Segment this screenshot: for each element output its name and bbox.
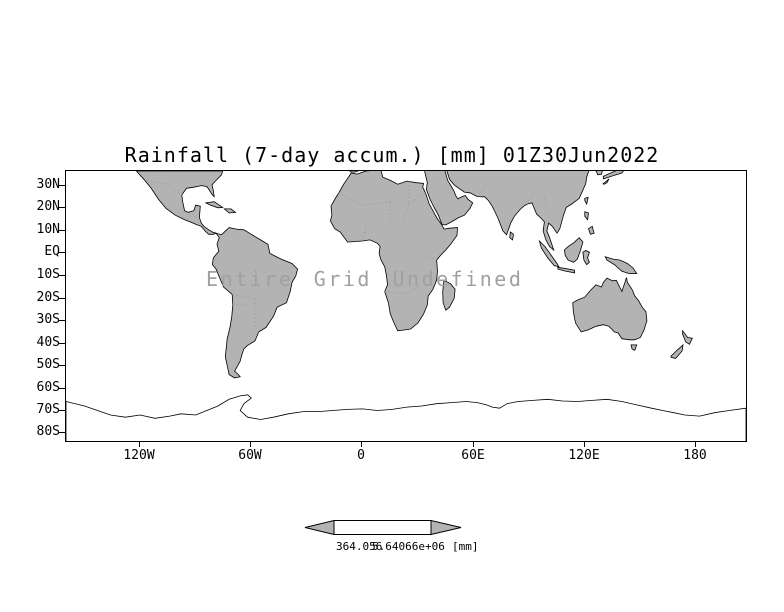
lon-tick-label-0: 0 [357,448,365,463]
lat-tick-mark [58,207,65,208]
lon-tick-label-60e: 60E [461,448,485,463]
colorbar-max-label: 5.64066e+06 [372,540,445,553]
lat-tick-label-20s: 20S [36,290,60,305]
lat-tick-label-60s: 60S [36,380,60,395]
plot-title: Rainfall (7-day accum.) [mm] 01Z30Jun202… [124,143,660,167]
lon-tick-mark [250,441,251,447]
lat-tick-label-10n: 10N [36,222,60,237]
lat-tick-label-20n: 20N [36,199,60,214]
lat-tick-label-30s: 30S [36,312,60,327]
lon-tick-mark [361,441,362,447]
lat-tick-label-70s: 70S [36,402,60,417]
lat-tick-mark [58,320,65,321]
colorbar [304,519,462,536]
lat-tick-label-40s: 40S [36,335,60,350]
lat-tick-label-30n: 30N [36,177,60,192]
lat-tick-mark [58,365,65,366]
lon-tick-mark [139,441,140,447]
lon-tick-label-60w: 60W [238,448,262,463]
colorbar-min-label: 364.056 [336,540,383,553]
lat-tick-label-10s: 10S [36,267,60,282]
lat-tick-mark [58,298,65,299]
lat-tick-mark [58,388,65,389]
lat-tick-label-eq: EQ [44,244,60,259]
lat-tick-mark [58,343,65,344]
lat-tick-label-80s: 80S [36,424,60,439]
lat-tick-mark [58,410,65,411]
undefined-data-message: Entire Grid Undefined [206,267,524,291]
lat-tick-label-50s: 50S [36,357,60,372]
map-frame: Entire Grid Undefined [65,170,747,442]
lon-tick-label-120w: 120W [123,448,155,463]
lon-tick-mark [473,441,474,447]
lat-tick-mark [58,252,65,253]
lat-tick-mark [58,432,65,433]
lon-tick-mark [695,441,696,447]
lon-tick-label-120e: 120E [568,448,600,463]
colorbar-unit-label: [mm] [452,540,479,553]
lat-tick-mark [58,275,65,276]
lat-tick-mark [58,230,65,231]
world-map [66,171,746,441]
lon-tick-label-180: 180 [683,448,707,463]
lat-tick-mark [58,185,65,186]
lon-tick-mark [584,441,585,447]
